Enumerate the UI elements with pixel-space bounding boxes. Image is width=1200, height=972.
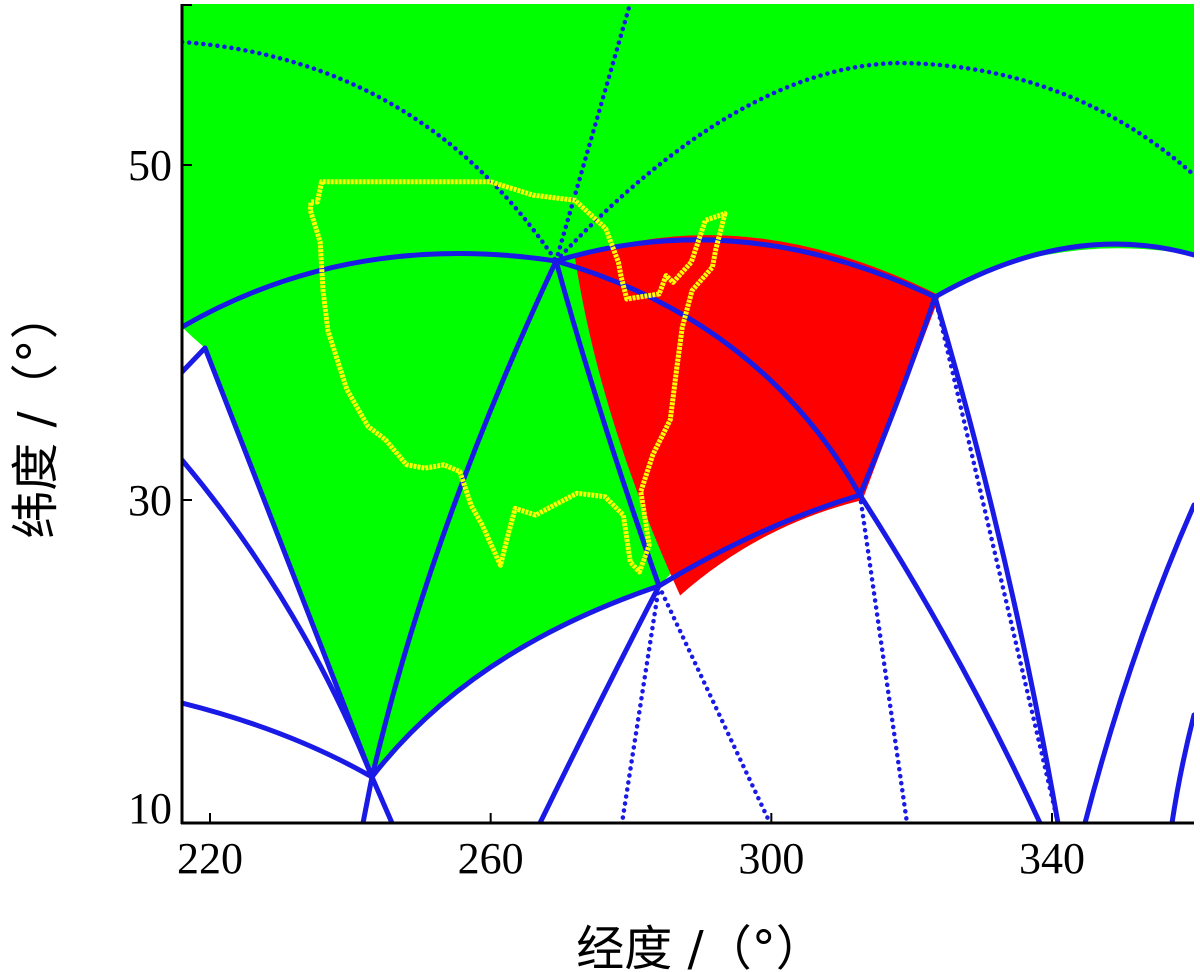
grid-edge-left-lower <box>182 457 375 780</box>
grid-edge-f-left <box>182 345 208 375</box>
dotted-line-d-1 <box>857 492 910 823</box>
grid-arc-southeast-diagonal <box>553 258 863 498</box>
grid-edge-d-down <box>857 492 1043 823</box>
y-axis-title: 纬度 /（°） <box>8 291 64 538</box>
dotted-line-e-1 <box>932 294 1061 823</box>
x-tick-label: 340 <box>1019 834 1085 883</box>
grid-edge-e-down <box>932 294 1061 823</box>
x-tick-label: 220 <box>177 834 243 883</box>
grid-arc-northeast <box>932 241 1194 300</box>
dotted-arc-top-left <box>182 39 559 264</box>
dotted-line-c-2 <box>656 583 773 823</box>
grid-arc-northwest <box>182 251 559 330</box>
dotted-line-c-1 <box>619 583 662 823</box>
dotted-arc-top-right <box>553 60 1194 264</box>
grid-edge-right-1 <box>1082 502 1194 823</box>
grid-edge-c-down <box>537 583 662 823</box>
x-tick-label: 260 <box>458 834 524 883</box>
grid-edge-b-c <box>553 258 662 589</box>
x-tick-label: 300 <box>738 834 804 883</box>
dotted-line-vertical <box>553 4 633 264</box>
grid-edge-right-2 <box>1169 712 1194 823</box>
y-tick-label: 10 <box>128 784 172 833</box>
grid-arc-south-red <box>656 492 863 589</box>
grid-arc-north-red <box>553 237 938 300</box>
highlighted-region <box>574 235 940 596</box>
grid-edge-a-f <box>202 345 375 780</box>
grid-arc-southwest <box>369 583 662 780</box>
grid-edge-a-b <box>369 258 559 780</box>
y-tick-label: 30 <box>128 476 172 525</box>
grid-edge-d-e <box>857 294 938 498</box>
grid-edge-a-down-left <box>360 774 375 823</box>
x-axis-title: 经度 /（°） <box>576 921 823 972</box>
grid-edge-left-bottom <box>182 700 375 780</box>
grid-edge-a-down <box>369 774 395 823</box>
country-outline <box>307 179 728 575</box>
y-tick-label: 50 <box>128 141 172 190</box>
